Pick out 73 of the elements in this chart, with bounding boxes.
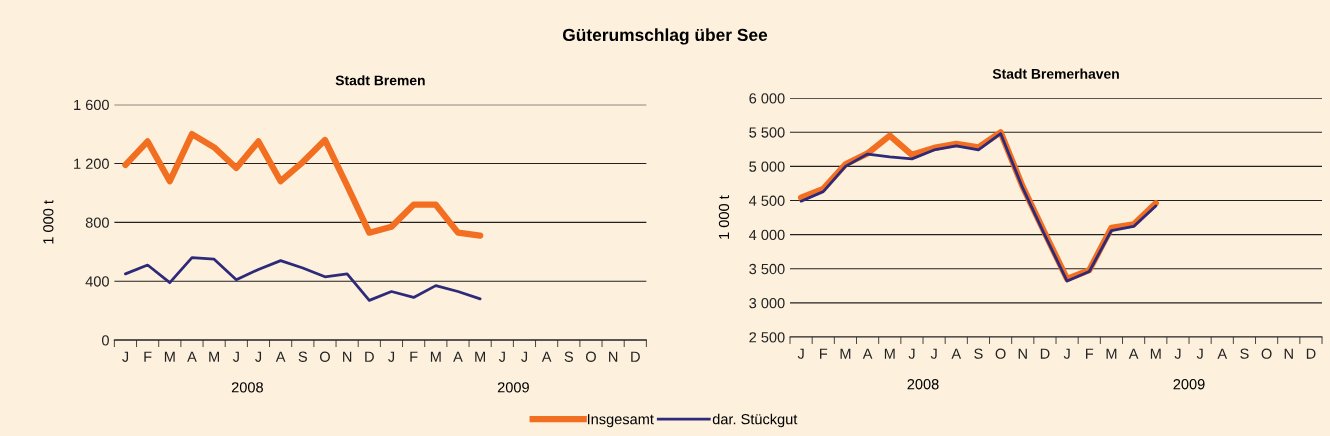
x-tick-label: M: [1106, 348, 1117, 359]
x-tick-label: M: [430, 351, 441, 362]
x-tick-label: J: [232, 351, 239, 362]
x-tick-label: S: [564, 351, 573, 362]
x-tick-label: J: [521, 351, 528, 362]
y-tick-label: 800: [85, 217, 109, 228]
x-tick-label: J: [255, 351, 262, 362]
x-tick-label: N: [609, 351, 618, 362]
y-tick-label: 1 600: [74, 99, 109, 111]
x-tick-label: S: [1240, 348, 1249, 359]
x-tick-label: D: [1306, 348, 1316, 359]
x-tick-label: J: [1196, 348, 1203, 359]
x-tick-label: N: [343, 351, 352, 362]
x-tick-label: A: [453, 351, 463, 362]
chart-subtitle: Stadt Bremen: [335, 75, 425, 86]
y-tick-label: 3 000: [749, 298, 785, 309]
x-tick-label: O: [319, 351, 330, 362]
x-tick-label: S: [974, 348, 983, 359]
x-tick-label: J: [930, 348, 937, 359]
x-tick-label: A: [862, 348, 873, 359]
x-tick-label: A: [951, 348, 962, 359]
y-axis-title: 1 000 t: [43, 200, 54, 244]
x-tick-label: A: [275, 351, 286, 362]
text: 2008: [907, 379, 939, 390]
y-axis-title: 1 000 t: [718, 195, 730, 239]
x-tick-label: F: [1086, 348, 1094, 359]
x-tick-label: M: [1150, 348, 1161, 359]
x-tick-label: J: [908, 348, 915, 359]
y-tick-label: 1 200: [74, 158, 109, 169]
y-tick-label: 400: [85, 276, 109, 287]
x-tick-label: J: [1063, 348, 1070, 359]
x-tick-label: A: [187, 351, 197, 362]
x-tick-label: F: [410, 351, 418, 362]
x-tick-label: M: [209, 351, 220, 362]
x-tick-label: N: [1284, 348, 1293, 359]
y-tick-label: 5 000: [749, 161, 785, 172]
y-tick-label: 5 500: [749, 127, 785, 138]
chart-title: Güterumschlag über See: [562, 28, 768, 45]
chart-title: Stadt Bremerhaven: [992, 68, 1119, 79]
y-tick-label: 2 500: [749, 332, 785, 343]
x-tick-label: D: [631, 351, 640, 362]
x-tick-label: O: [1261, 348, 1272, 359]
x-tick-label: J: [797, 348, 804, 359]
x-tick-label: A: [1217, 348, 1228, 359]
x-tick-label: S: [298, 351, 307, 362]
x-tick-label: M: [475, 351, 486, 362]
x-tick-label: F: [820, 348, 828, 359]
y-tick-label: 0: [101, 335, 109, 346]
y-tick-label: 6 000: [749, 93, 785, 104]
x-tick-label: O: [585, 351, 596, 362]
x-tick-label: M: [164, 351, 175, 362]
x-tick-label: M: [884, 348, 895, 359]
x-tick-label: D: [1040, 348, 1050, 359]
x-tick-label: D: [365, 351, 374, 362]
x-tick-label: J: [498, 351, 505, 362]
x-tick-label: A: [541, 351, 552, 362]
x-tick-label: A: [1128, 348, 1139, 359]
x-tick-label: M: [840, 348, 851, 359]
x-tick-label: N: [1018, 348, 1027, 359]
y-tick-label: 4 500: [749, 195, 785, 206]
x-tick-label: J: [388, 351, 395, 362]
y-tick-label: 4 000: [749, 229, 785, 241]
line-series: [124, 256, 482, 302]
x-tick-label: J: [122, 351, 129, 362]
text: 2009: [497, 382, 529, 393]
legend-label: dar. Stückgut: [712, 413, 798, 428]
legend-label: Insgesamt: [587, 414, 654, 428]
x-tick-label: O: [995, 348, 1006, 359]
text: 2008: [231, 382, 263, 393]
x-tick-label: J: [1174, 348, 1181, 359]
text: 2009: [1173, 379, 1205, 390]
y-tick-label: 3 500: [749, 263, 785, 275]
x-tick-label: F: [144, 351, 152, 362]
